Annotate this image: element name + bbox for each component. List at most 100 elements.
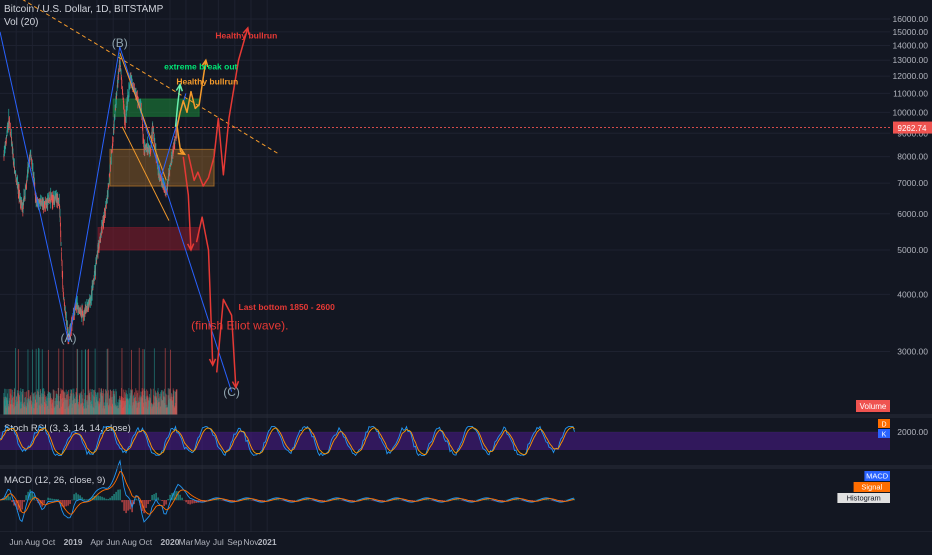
y-tick-label: 10000.00 (893, 107, 929, 117)
macd-histogram-bar (547, 499, 548, 500)
macd-histogram-bar (99, 496, 100, 500)
macd-histogram-bar (145, 500, 146, 508)
y-tick-label: 12000.00 (893, 71, 929, 81)
macd-histogram-bar (221, 500, 222, 501)
macd-histogram-bar (517, 499, 518, 500)
macd-histogram-bar (189, 500, 190, 504)
macd-histogram-bar (123, 500, 124, 511)
macd-histogram-bar (339, 500, 340, 501)
y-tick-label: 5000.00 (897, 245, 928, 255)
y-tick-label: 13000.00 (893, 55, 929, 65)
annotation-4: Healthy bullrun (176, 77, 238, 87)
y-tick-label: 6000.00 (897, 209, 928, 219)
stoch-tag-d-label: D (881, 422, 886, 429)
macd-histogram-bar (371, 500, 372, 501)
macd-histogram-bar (127, 500, 128, 511)
macd-histogram-bar (151, 495, 152, 500)
volume-indicator-label: Vol (20) (4, 17, 38, 28)
macd-histogram-bar (157, 497, 158, 500)
x-tick-label: Aug (25, 537, 40, 547)
macd-histogram-bar (181, 498, 182, 501)
macd-histogram-bar (147, 500, 148, 504)
macd-histogram-bar (153, 494, 154, 500)
macd-histogram-bar (179, 495, 180, 501)
macd-histogram-bar (69, 500, 70, 504)
y-tick-label: 11000.00 (893, 88, 928, 98)
y-tick-label: 4000.00 (897, 289, 928, 299)
y-tick-label: 8000.00 (897, 152, 928, 162)
macd-histogram-bar (277, 499, 278, 500)
macd-histogram-bar (367, 499, 368, 500)
macd-histogram-bar (43, 500, 44, 504)
macd-histogram-bar (115, 492, 116, 500)
macd-histogram-bar (473, 500, 474, 501)
macd-histogram-bar (35, 500, 36, 501)
x-tick-label: Jun (106, 537, 120, 547)
macd-histogram-bar (117, 490, 118, 501)
macd-histogram-bar (443, 500, 444, 501)
macd-histogram-bar (121, 500, 122, 502)
annotation-2: (C) (223, 385, 240, 399)
macd-tag-label: Signal (861, 483, 882, 492)
x-tick-label: Apr (90, 537, 103, 547)
macd-histogram-bar (85, 499, 86, 500)
annotation-3: extreme break out (164, 62, 237, 72)
macd-histogram-bar (533, 500, 534, 501)
symbol-title: Bitcoin / U.S. Dollar, 1D, BITSTAMP (4, 4, 163, 15)
y-tick-label: 7000.00 (897, 178, 928, 188)
macd-histogram-bar (77, 494, 78, 500)
y-tick-label: 15000.00 (893, 27, 929, 37)
macd-histogram-bar (107, 499, 108, 500)
macd-histogram-bar (503, 500, 504, 501)
macd-histogram-bar (55, 499, 56, 500)
macd-tag-label: MACD (866, 472, 889, 481)
macd-histogram-bar (309, 500, 310, 501)
macd-histogram-bar (323, 500, 324, 501)
macd-histogram-bar (109, 498, 110, 501)
macd-histogram-bar (457, 499, 458, 500)
macd-histogram-bar (49, 498, 50, 500)
x-tick-label: Oct (139, 537, 153, 547)
macd-histogram-bar (149, 500, 150, 501)
macd-histogram-bar (75, 493, 76, 501)
macd-histogram-bar (165, 500, 166, 504)
macd-histogram-bar (51, 499, 52, 501)
y-tick-label: 2000.00 (897, 427, 928, 437)
macd-histogram-bar (565, 500, 566, 501)
macd-histogram-bar (233, 500, 234, 501)
macd-histogram-bar (191, 500, 192, 504)
x-tick-label: Jun (9, 537, 23, 547)
annotation-6: Last bottom 1850 - 2600 (239, 302, 336, 312)
macd-title: MACD (12, 26, close, 9) (4, 475, 105, 486)
macd-histogram-bar (125, 500, 126, 513)
macd-histogram-bar (337, 499, 338, 500)
macd-histogram-bar (491, 500, 492, 501)
macd-histogram-bar (159, 500, 160, 501)
macd-histogram-bar (311, 500, 312, 501)
x-tick-label: Sep (227, 537, 242, 547)
macd-histogram-bar (431, 500, 432, 501)
macd-histogram-bar (185, 500, 186, 502)
macd-histogram-bar (369, 500, 370, 501)
x-tick-label: 2020 (161, 537, 180, 547)
macd-histogram-bar (25, 495, 26, 500)
macd-histogram-bar (83, 499, 84, 500)
macd-histogram-bar (397, 499, 398, 500)
y-tick-label: 16000.00 (893, 14, 929, 24)
x-tick-label: Aug (122, 537, 137, 547)
x-tick-label: 2021 (258, 537, 277, 547)
macd-histogram-bar (247, 499, 248, 500)
macd-histogram-bar (401, 500, 402, 501)
x-tick-label: Mar (179, 537, 194, 547)
annotation-0: (A) (61, 331, 77, 345)
last-price-label: 9262.74 (898, 124, 927, 133)
annotation-1: (B) (112, 36, 128, 50)
macd-histogram-bar (73, 494, 74, 500)
macd-histogram-bar (163, 500, 164, 506)
volume-label: Volume (860, 402, 887, 411)
macd-histogram-bar (279, 500, 280, 501)
macd-histogram-bar (341, 500, 342, 501)
macd-histogram-bar (53, 499, 54, 500)
